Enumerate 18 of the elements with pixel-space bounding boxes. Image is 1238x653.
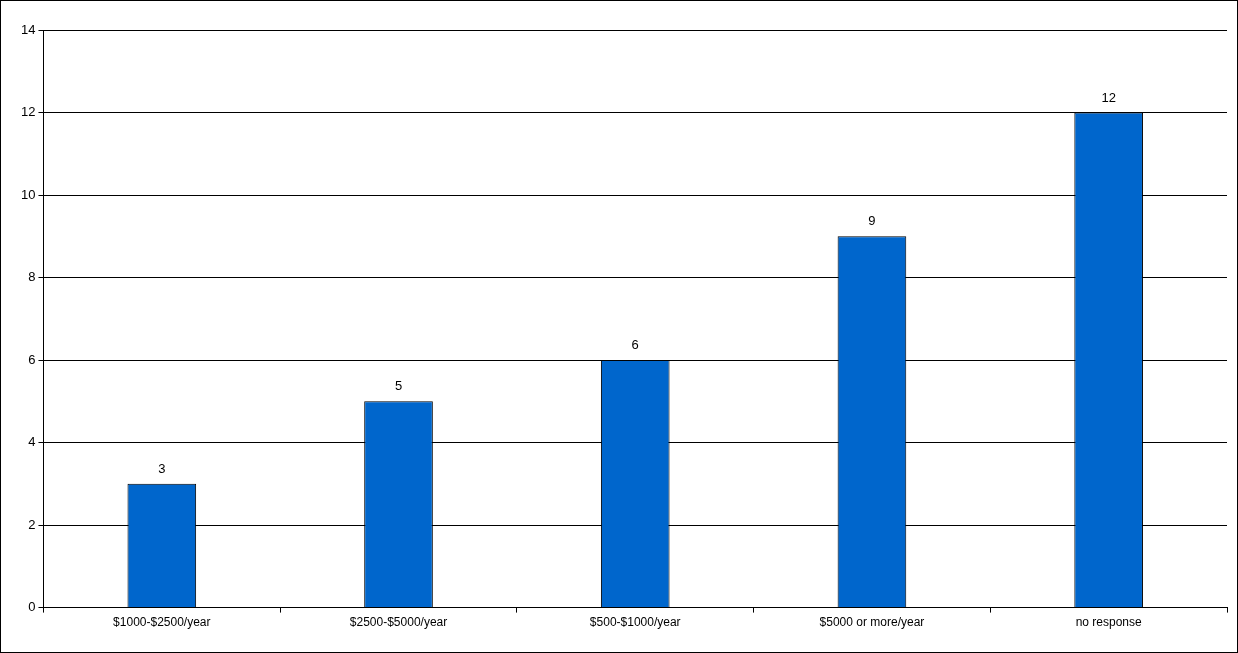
y-tick-label: 12 (20, 104, 36, 120)
x-tick-label: $500-$1000/year (589, 615, 681, 630)
x-tick-label: no response (1075, 615, 1142, 630)
data-label: 5 (394, 378, 403, 394)
x-tick-label: $1000-$2500/year (113, 615, 211, 630)
y-tick-label: 0 (28, 599, 36, 615)
y-tick-label: 14 (20, 21, 36, 37)
data-label: 9 (868, 213, 876, 229)
y-tick-label: 10 (20, 186, 36, 202)
y-tick-label: 2 (28, 516, 36, 532)
x-tick-label: $2500-$5000/year (349, 615, 448, 630)
y-tick-label: 6 (28, 351, 36, 367)
x-tick-label: $5000 or more/year (819, 615, 925, 630)
y-tick-label: 8 (28, 269, 36, 285)
y-tick-label: 4 (28, 434, 36, 450)
data-label: 12 (1101, 89, 1116, 105)
data-label: 6 (631, 337, 639, 353)
data-label: 3 (158, 460, 166, 476)
